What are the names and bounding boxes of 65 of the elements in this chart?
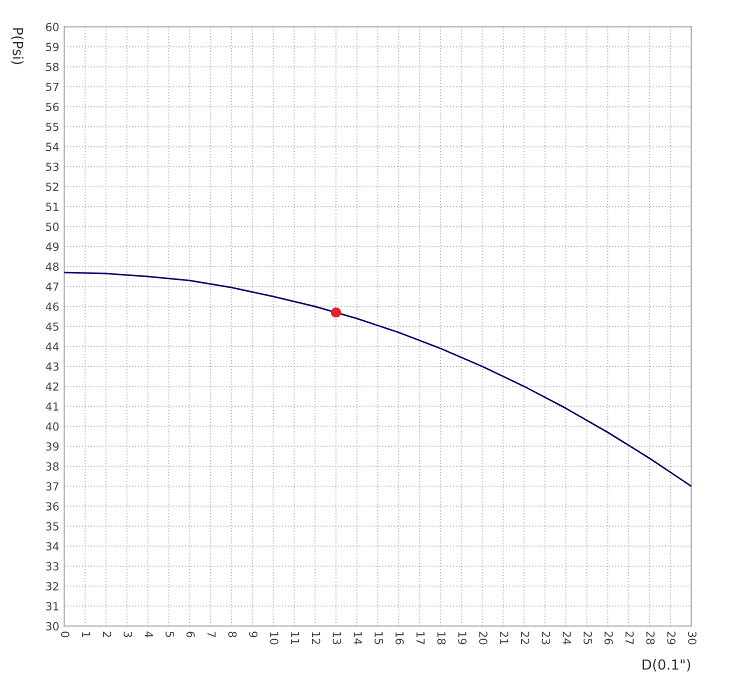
y-tick-label: 56: [46, 102, 59, 112]
y-tick-label: 52: [46, 182, 58, 192]
line-series: [64, 272, 692, 488]
y-tick-label: 44: [46, 342, 59, 351]
x-tick-label: 11: [291, 632, 300, 644]
y-tick-label: 60: [46, 22, 59, 32]
x-tick-label: 3: [124, 632, 132, 638]
y-tick-label: 41: [46, 402, 58, 411]
x-tick-label: 1: [82, 632, 90, 637]
y-tick-label: 30: [46, 622, 59, 630]
x-tick-label: 24: [562, 632, 572, 644]
y-tick-label: 38: [46, 462, 59, 471]
x-tick-label: 22: [521, 632, 530, 644]
x-tick-label: 9: [249, 632, 258, 638]
y-tick-label: 59: [46, 42, 59, 52]
y-tick-label: 42: [46, 382, 58, 391]
x-tick-label: 7: [207, 632, 216, 638]
x-tick-label: 29: [667, 632, 676, 644]
y-tick-label: 50: [46, 222, 59, 231]
x-tick-label: 13: [332, 632, 342, 644]
y-tick-label: 46: [46, 302, 59, 311]
y-tick-label: 45: [46, 322, 58, 331]
x-tick-label: 15: [374, 632, 383, 644]
y-tick-label: 57: [46, 82, 58, 92]
y-tick-label: 36: [46, 502, 59, 511]
x-tick-label: 19: [458, 632, 467, 644]
x-tick-label: 16: [395, 632, 404, 644]
x-tick-label: 21: [500, 632, 508, 644]
y-tick-label: 34: [46, 542, 59, 551]
y-tick-label: 53: [46, 162, 58, 172]
x-tick-label: 17: [416, 632, 425, 644]
x-tick-label: 6: [186, 632, 195, 638]
y-tick-label: 43: [46, 362, 58, 371]
x-tick-label: 0: [61, 632, 70, 638]
x-tick-label: 10: [270, 632, 278, 644]
x-tick-label: 14: [354, 632, 362, 644]
x-tick-label: 18: [437, 632, 446, 644]
x-axis-title: D(0.1"): [642, 659, 690, 672]
y-tick-label: 55: [46, 122, 58, 132]
y-tick-label: 39: [46, 442, 59, 451]
x-tick-label: 12: [312, 632, 320, 644]
y-tick-label: 37: [46, 482, 58, 491]
y-tick-label: 47: [46, 282, 58, 291]
y-tick-label: 49: [46, 242, 59, 251]
y-tick-label: 58: [46, 62, 59, 72]
x-tick-label: 30: [688, 632, 696, 644]
y-tick-label: 31: [46, 602, 58, 610]
x-tick-label: 8: [228, 632, 237, 638]
x-tick-label: 26: [604, 632, 613, 644]
x-tick-label: 27: [626, 632, 634, 644]
y-tick-label: 51: [46, 202, 58, 211]
y-tick-label: 40: [46, 422, 59, 431]
x-tick-label: 28: [646, 632, 655, 644]
x-tick-label: 5: [166, 632, 174, 638]
y-tick-label: 32: [46, 582, 58, 591]
y-axis-title: P(Psi): [11, 28, 24, 64]
x-tick-label: 20: [479, 632, 488, 644]
y-tick-label: 48: [46, 262, 59, 271]
x-tick-label: 4: [144, 631, 153, 638]
x-tick-label: 23: [542, 632, 550, 644]
y-tick-label: 33: [46, 562, 58, 571]
x-tick-label: 2: [102, 632, 112, 637]
y-tick-label: 54: [46, 142, 59, 152]
x-tick-label: 25: [584, 632, 592, 644]
y-tick-label: 35: [46, 522, 58, 531]
